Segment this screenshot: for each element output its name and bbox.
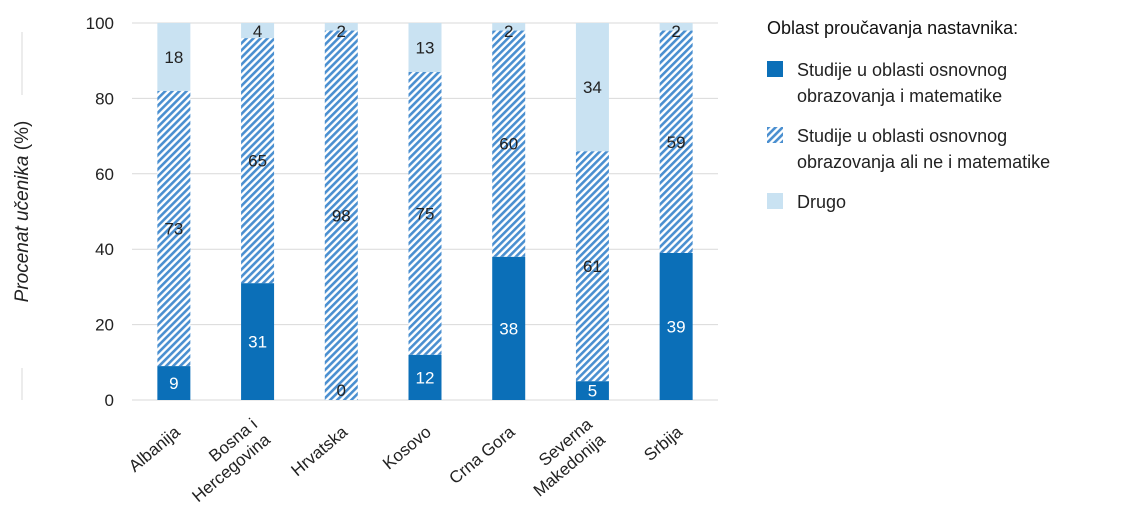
data-label: 65 — [248, 152, 267, 171]
x-category-label: Bosna iHercegovina — [176, 414, 275, 506]
x-category-label: Kosovo — [379, 422, 435, 473]
legend-item: Drugo — [767, 189, 1117, 215]
legend-label-line: Studije u oblasti osnovnog — [797, 60, 1008, 80]
data-label: 0 — [337, 381, 346, 400]
data-label: 12 — [416, 368, 435, 387]
data-label: 5 — [588, 382, 597, 401]
x-category-text: Bosna iHercegovina — [176, 414, 275, 506]
x-category-line: Hrvatska — [287, 422, 351, 480]
data-label: 2 — [671, 22, 680, 41]
data-label: 39 — [667, 317, 686, 336]
bar-segment — [492, 30, 526, 257]
x-category-label: SevernaMakedonija — [517, 414, 609, 500]
y-tick-label: 100 — [86, 14, 114, 33]
data-label: 31 — [248, 333, 267, 352]
bar-segment — [241, 23, 275, 39]
legend-item: Studije u oblasti osnovnog obrazovanja i … — [767, 57, 1117, 109]
bar-segment — [575, 23, 609, 152]
data-label: 2 — [504, 22, 513, 41]
data-label: 9 — [169, 374, 178, 393]
y-axis-title: Procenat učenika (%) — [12, 121, 33, 303]
y-tick-label: 0 — [105, 391, 114, 410]
data-label: 4 — [253, 22, 262, 41]
bar-segment — [241, 38, 275, 284]
bar-segment — [241, 283, 275, 400]
x-category-label: Srbija — [640, 422, 686, 465]
bar-segment — [408, 23, 442, 73]
legend-swatch — [767, 61, 783, 77]
x-category-text: Kosovo — [379, 422, 435, 473]
bar-segment — [157, 23, 191, 91]
data-labels: 9 73 18 31 65 4 0 98 2 12 75 13 38 60 2 5 61 34 39 59 2 — [164, 22, 685, 401]
y-tick-label: 20 — [95, 316, 114, 335]
bar-segment — [324, 23, 358, 31]
x-category-text: SevernaMakedonija — [517, 414, 609, 500]
bar-segment — [492, 23, 526, 31]
x-category-text: Hrvatska — [287, 422, 351, 480]
bar-segment — [157, 366, 191, 400]
x-category-text: Crna Gora — [445, 422, 518, 488]
legend-label-line: Drugo — [797, 192, 847, 212]
bar-segment — [324, 30, 358, 400]
x-axis-categories: Albanija Bosna iHercegovina Hrvatska Kosovo… — [125, 414, 686, 506]
x-category-line: Albanija — [125, 422, 184, 476]
bar-segment — [659, 23, 693, 31]
y-tick-label: 60 — [95, 165, 114, 184]
legend-title: Oblast proučavanja nastavnika: — [767, 18, 1019, 38]
legend-label-line: obrazovanja i matematike — [797, 86, 1003, 106]
y-tick-label: 40 — [95, 240, 114, 259]
bar-segment — [659, 252, 693, 400]
x-category-label: Albanija — [125, 422, 184, 476]
y-axis: 0 20 40 60 80 100 — [21, 14, 114, 410]
x-category-text: Srbija — [640, 422, 686, 465]
x-category-text: Albanija — [125, 422, 184, 476]
bar-segment — [575, 151, 609, 382]
bars — [157, 23, 693, 400]
legend-label: Studije u oblasti osnovnog obrazovanja al… — [797, 123, 1050, 175]
bar-segment — [408, 354, 442, 400]
y-axis-title-part: Procenat učenika — [12, 156, 33, 303]
x-category-label: Crna Gora — [445, 422, 518, 488]
legend: Oblast proučavanja nastavnika: Studije u… — [767, 18, 1117, 229]
legend-label: Studije u oblasti osnovnog obrazovanja i … — [797, 57, 1007, 109]
data-label: 60 — [499, 135, 518, 154]
x-category-label: Hrvatska — [287, 422, 351, 480]
bar-segment — [575, 381, 609, 400]
data-label: 18 — [164, 48, 183, 67]
data-label: 2 — [337, 22, 346, 41]
data-label: 98 — [332, 206, 351, 225]
y-tick-label: 80 — [95, 89, 114, 108]
y-axis-title-part: (%) — [12, 121, 33, 156]
data-label: 73 — [164, 219, 183, 238]
x-category-line: Crna Gora — [445, 422, 518, 488]
legend-label-line: Studije u oblasti osnovnog — [797, 126, 1008, 146]
legend-item: Studije u oblasti osnovnog obrazovanja al… — [767, 123, 1117, 175]
bar-segment — [659, 30, 693, 253]
bar-segment — [157, 90, 191, 367]
x-category-line: Kosovo — [379, 422, 435, 473]
bar-segment — [408, 72, 442, 355]
data-label: 75 — [416, 204, 435, 223]
x-category-line: Srbija — [640, 422, 686, 465]
data-label: 34 — [583, 78, 602, 97]
bar-segment — [492, 256, 526, 400]
data-label: 13 — [416, 39, 435, 58]
legend-swatch — [767, 127, 783, 143]
legend-label: Drugo — [797, 189, 846, 215]
data-label: 61 — [583, 257, 602, 276]
data-label: 38 — [499, 319, 518, 338]
data-label: 59 — [667, 133, 686, 152]
legend-label-line: obrazovanja ali ne i matematike — [797, 152, 1051, 172]
legend-swatch — [767, 193, 783, 209]
